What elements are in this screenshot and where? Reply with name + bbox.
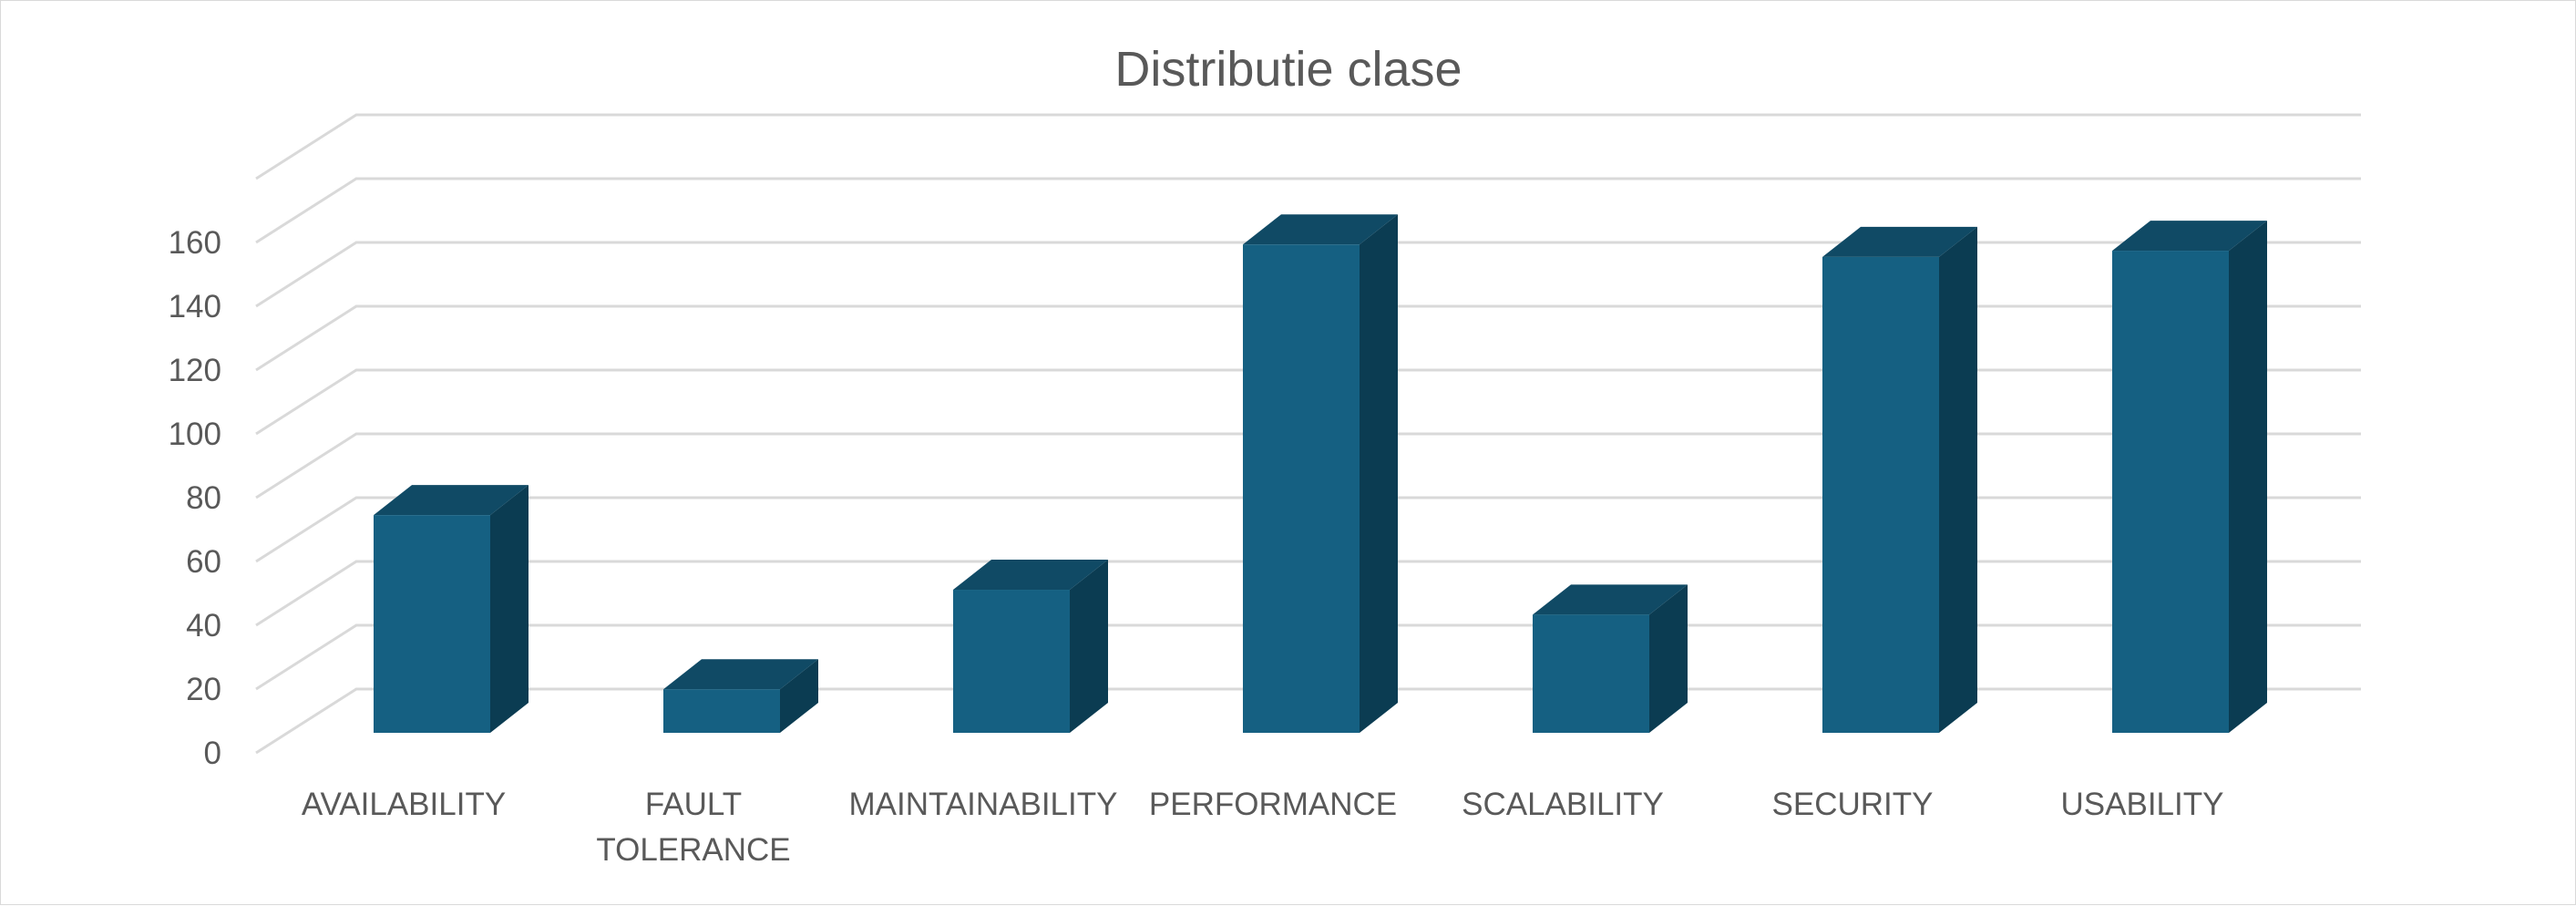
x-category-label: SCALABILITY: [1462, 787, 1664, 822]
bar-side: [1360, 214, 1398, 734]
bar-front: [1243, 244, 1360, 733]
bar-side: [2229, 221, 2267, 733]
bar-top: [1822, 226, 1977, 257]
x-category-label-line: SECURITY: [1772, 787, 1934, 822]
bar-side: [780, 659, 818, 733]
gridline: [255, 177, 2361, 244]
y-tick-label: 120: [169, 353, 221, 388]
bar-side: [490, 485, 529, 733]
bar-top: [953, 560, 1108, 591]
bar-top: [374, 485, 529, 516]
bars: [374, 214, 2267, 734]
y-tick-label: 40: [186, 608, 221, 643]
x-category-label-line: AVAILABILITY: [302, 787, 506, 822]
y-tick-label: 160: [169, 225, 221, 261]
y-tick-label: 0: [204, 736, 221, 771]
y-tick-label: 20: [186, 672, 221, 707]
gridline: [255, 560, 2361, 627]
y-tick-label: 80: [186, 480, 221, 516]
gridline: [255, 623, 2361, 691]
bar-front: [374, 515, 490, 733]
x-category-label: SECURITY: [1772, 787, 1934, 822]
bar: [1822, 226, 1977, 733]
gridline: [255, 496, 2361, 563]
bar: [1533, 584, 1688, 733]
bar: [2112, 221, 2267, 733]
bar-front: [1822, 256, 1939, 733]
x-axis-category-labels: AVAILABILITY FAULT TOLERANCE MAINTAINABILIT…: [302, 787, 2224, 868]
bar-side: [1070, 560, 1108, 733]
gridline: [255, 113, 2361, 180]
bar-top: [663, 659, 818, 690]
gridlines: [255, 113, 2361, 755]
x-category-label-line: SCALABILITY: [1462, 787, 1664, 822]
x-category-label: PERFORMANCE: [1149, 787, 1397, 822]
bar-front: [953, 590, 1070, 733]
chart-title: Distributie clase: [1114, 42, 1462, 97]
x-category-label: USABILITY: [2061, 787, 2224, 822]
bar-front: [1533, 614, 1649, 733]
x-category-label-line: MAINTAINABILITY: [849, 787, 1118, 822]
bar-top: [1243, 214, 1398, 245]
bar: [663, 659, 818, 733]
bar: [374, 485, 529, 733]
x-category-label-line: TOLERANCE: [596, 832, 790, 868]
bar-front: [2112, 251, 2229, 733]
x-category-label-line: PERFORMANCE: [1149, 787, 1397, 822]
bar-top: [1533, 584, 1688, 615]
bar: [1243, 214, 1398, 734]
x-category-label: FAULT TOLERANCE: [596, 787, 790, 868]
gridline: [255, 241, 2361, 308]
y-axis-tick-labels: 0 20 40 60 80 100 120 140 160: [169, 225, 221, 771]
bar-side: [1649, 584, 1688, 733]
gridline: [255, 304, 2361, 372]
y-tick-label: 100: [169, 417, 221, 452]
gridline: [255, 687, 2361, 755]
x-category-label: MAINTAINABILITY: [849, 787, 1118, 822]
x-category-label-line: USABILITY: [2061, 787, 2224, 822]
x-category-label-line: FAULT: [645, 787, 742, 822]
bar-side: [1939, 226, 1977, 733]
gridline: [255, 432, 2361, 499]
gridline: [255, 368, 2361, 436]
y-tick-label: 60: [186, 544, 221, 580]
bar: [953, 560, 1108, 733]
y-tick-label: 140: [169, 289, 221, 324]
bar-front: [663, 689, 780, 733]
x-category-label: AVAILABILITY: [302, 787, 506, 822]
bar-top: [2112, 221, 2267, 252]
